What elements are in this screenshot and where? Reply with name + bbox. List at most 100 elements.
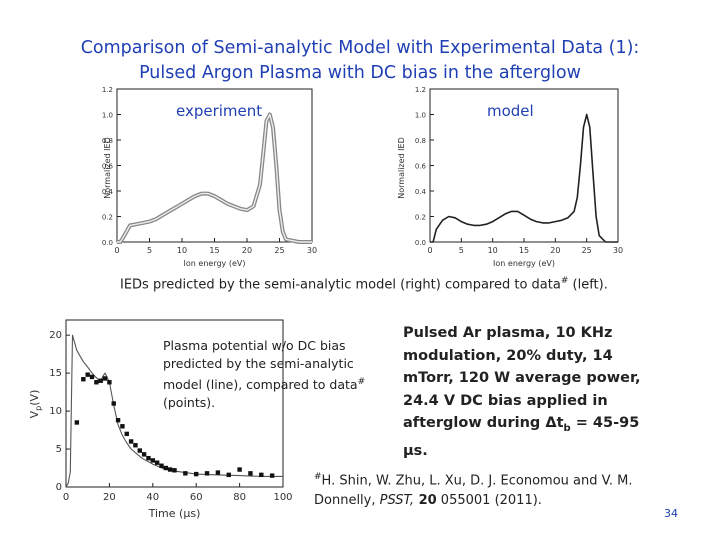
model-y-tick-label: 0.0 xyxy=(415,239,426,247)
model-x-tick-label: 25 xyxy=(582,246,592,255)
potential-x-tick-label: 20 xyxy=(103,492,116,503)
ied-caption: IEDs predicted by the semi-analytic mode… xyxy=(120,276,608,292)
experiment-y-tick-label: 0.0 xyxy=(102,239,113,247)
data-point xyxy=(183,471,188,476)
data-point xyxy=(94,380,99,385)
data-point xyxy=(248,471,253,476)
reference-authors: H. Shin, W. Zhu, L. Xu, D. J. Economou a… xyxy=(314,473,633,509)
potential-caption: Plasma potential w/o DC bias predicted b… xyxy=(163,337,393,412)
experiment-x-axis-label: Ion energy (eV) xyxy=(184,259,246,268)
data-point xyxy=(163,465,169,471)
data-point xyxy=(85,372,90,377)
experiment-x-tick-label: 10 xyxy=(177,246,187,255)
ied-caption-end: (left). xyxy=(568,277,608,293)
model-x-tick-label: 20 xyxy=(550,246,560,255)
potential-x-tick-label: 80 xyxy=(233,492,246,503)
data-point xyxy=(81,377,86,382)
data-point xyxy=(194,471,199,477)
experiment-chart: 0 5 10 15 20 25 30 0.0 0.2 0.4 0.6 0.8 1.0 1.2 Ion ene… xyxy=(102,86,317,268)
experiment-conditions: Pulsed Ar plasma, 10 KHz modulation, 20%… xyxy=(403,322,665,463)
data-point xyxy=(107,380,112,385)
potential-caption-text: Plasma potential w/o DC bias predicted b… xyxy=(163,338,358,393)
experiment-y-axis-label: Normalized IED xyxy=(103,137,112,198)
reference-journal: PSST, xyxy=(379,493,415,509)
data-point xyxy=(124,431,129,437)
reference-mark: # xyxy=(314,472,322,482)
model-series-line xyxy=(430,113,618,243)
data-point xyxy=(237,467,242,472)
data-point xyxy=(204,471,210,476)
conditions-text: Pulsed Ar plasma, 10 KHz modulation, 20%… xyxy=(403,325,641,431)
data-point xyxy=(120,424,125,429)
potential-caption-end: (points). xyxy=(163,395,216,411)
model-label: model xyxy=(487,102,534,120)
slide-title-line2: Pulsed Argon Plasma with DC bias in the … xyxy=(139,63,581,83)
experiment-y-tick-label: 0.2 xyxy=(102,214,113,222)
potential-x-tick-label: 60 xyxy=(190,492,203,503)
experiment-x-tick-label: 20 xyxy=(242,246,252,255)
model-y-tick-label: 1.0 xyxy=(415,112,426,120)
potential-y-axis-label: Vp(V) xyxy=(28,390,43,419)
data-point xyxy=(98,378,103,383)
data-point xyxy=(269,473,275,478)
data-point xyxy=(128,439,134,444)
conditions-end: = 45-95 µs. xyxy=(403,415,640,460)
potential-y-tick-label: 15 xyxy=(49,368,62,379)
reference: #H. Shin, W. Zhu, L. Xu, D. J. Economou … xyxy=(314,467,694,511)
potential-y-tick-label: 0 xyxy=(56,482,62,493)
potential-caption-mark: # xyxy=(357,377,366,387)
data-point xyxy=(141,452,147,457)
data-point xyxy=(137,448,142,453)
model-x-tick-label: 10 xyxy=(488,246,498,255)
data-point xyxy=(102,376,108,381)
data-point xyxy=(215,470,221,475)
potential-x-axis-label: Time (µs) xyxy=(148,507,201,520)
data-point xyxy=(150,458,155,463)
data-point xyxy=(167,467,173,472)
reference-volume: 20 xyxy=(414,493,437,509)
data-point xyxy=(146,455,151,461)
conditions-delta: Δt xyxy=(545,415,564,431)
conditions-sub: b xyxy=(563,422,571,434)
experiment-y-tick-label: 1.2 xyxy=(102,86,113,94)
experiment-y-tick-label: 0.8 xyxy=(102,137,113,145)
experiment-x-tick-label: 15 xyxy=(209,246,219,255)
model-x-tick-label: 0 xyxy=(427,246,432,255)
potential-y-tick-label: 5 xyxy=(56,444,62,455)
potential-x-tick-label: 0 xyxy=(63,492,69,503)
data-point xyxy=(74,420,80,425)
model-y-tick-label: 0.6 xyxy=(415,163,427,171)
data-point xyxy=(89,374,95,380)
model-y-tick-label: 0.4 xyxy=(415,188,427,196)
data-point xyxy=(111,401,116,406)
data-point xyxy=(159,463,164,468)
experiment-label: experiment xyxy=(176,102,263,120)
experiment-series-line xyxy=(117,113,312,243)
model-y-tick-label: 0.2 xyxy=(415,214,426,222)
ied-caption-mark: # xyxy=(560,276,569,286)
data-point xyxy=(115,418,121,423)
model-y-axis-label: Normalized IED xyxy=(397,137,406,198)
experiment-y-tick-label: 0.6 xyxy=(102,163,114,171)
experiment-x-tick-label: 30 xyxy=(307,246,317,255)
potential-x-tick-label: 40 xyxy=(146,492,159,503)
data-point xyxy=(172,468,177,473)
model-x-tick-label: 15 xyxy=(519,246,529,255)
experiment-x-tick-label: 0 xyxy=(114,246,119,255)
model-chart: 0 5 10 15 20 25 30 0.0 0.2 0.4 0.6 0.8 1.0 1.2 Ion ene… xyxy=(397,86,623,268)
model-x-tick-label: 5 xyxy=(459,246,464,255)
potential-x-tick-label: 100 xyxy=(273,492,292,503)
model-y-tick-label: 0.8 xyxy=(415,137,426,145)
model-x-tick-label: 30 xyxy=(613,246,623,255)
data-point xyxy=(133,443,138,448)
experiment-y-tick-label: 0.4 xyxy=(102,188,114,196)
potential-plot-frame xyxy=(65,319,284,488)
experiment-y-tick-label: 1.0 xyxy=(102,112,113,120)
potential-y-tick-label: 20 xyxy=(49,330,62,341)
page-number: 34 xyxy=(664,507,678,520)
potential-y-tick-label: 10 xyxy=(49,406,62,417)
model-y-tick-label: 1.2 xyxy=(415,86,426,94)
experiment-x-tick-label: 5 xyxy=(147,246,152,255)
ied-caption-text: IEDs predicted by the semi-analytic mode… xyxy=(120,277,561,293)
